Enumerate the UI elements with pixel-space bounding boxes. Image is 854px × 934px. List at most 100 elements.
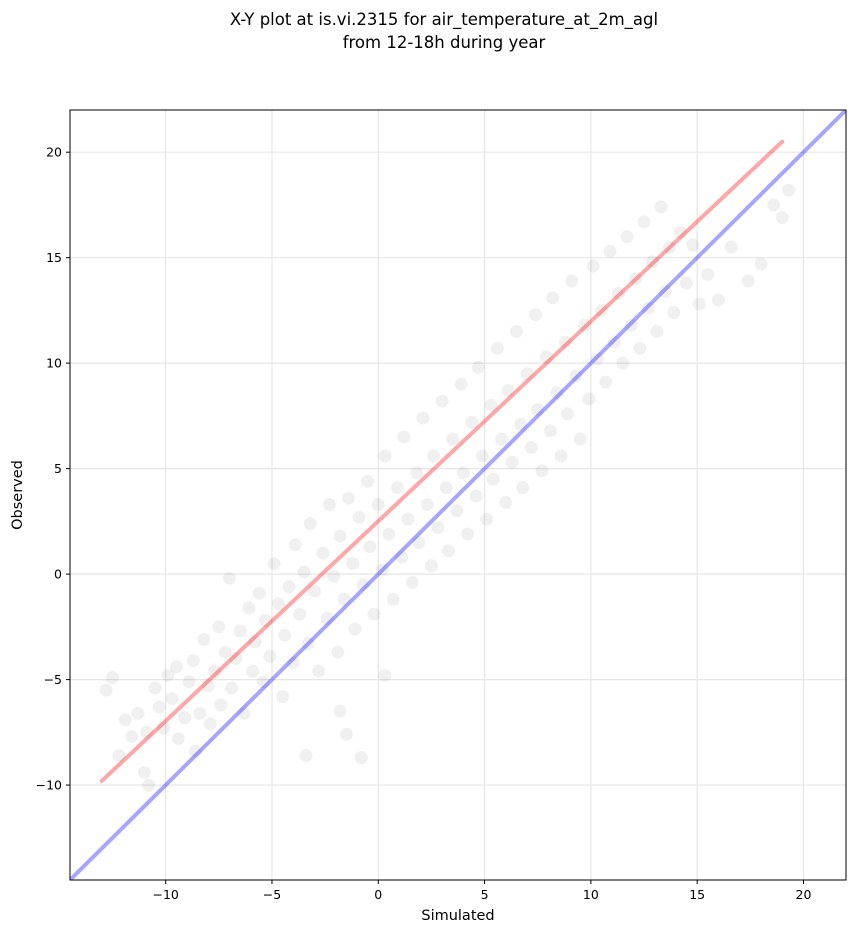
data-point [371,498,385,511]
data-point [554,449,568,463]
reference-lines [70,110,846,880]
data-point [450,504,464,518]
data-point [333,529,347,543]
data-point [390,481,404,495]
data-point [233,624,247,638]
x-tick-label: 0 [374,887,382,902]
data-point [607,335,621,349]
data-point [424,559,438,573]
y-tick-label: 0 [54,567,62,582]
data-point [308,584,321,598]
data-point [131,706,145,720]
x-tick-label: 10 [583,887,599,902]
data-point [412,536,426,549]
data-point [299,749,313,762]
x-axis-label: Simulated [421,908,494,924]
data-point [416,411,430,425]
data-point [510,325,523,338]
data-point [118,713,132,727]
data-point [363,540,377,554]
data-point [514,417,528,431]
data-point [616,356,630,370]
data-point [603,244,617,258]
data-point [471,360,485,374]
data-point [724,240,738,254]
data-point [386,592,400,606]
data-point [125,730,139,743]
data-point [535,464,549,478]
x-tick-label: −5 [263,887,281,902]
data-point [378,668,392,682]
data-point [539,350,553,364]
data-point [112,749,126,762]
y-tick-label: 5 [54,461,62,476]
data-point [435,394,449,408]
data-point [405,576,419,589]
data-point [692,297,706,311]
data-point [782,183,796,197]
one-to-one-line [70,110,846,880]
y-tick-label: 10 [46,356,62,371]
data-point [354,751,368,765]
data-point [529,308,543,322]
data-point [214,698,228,712]
data-point [711,293,725,307]
data-point [157,721,170,735]
data-point [293,607,307,621]
data-point [188,744,202,758]
data-point [544,424,557,438]
data-point [641,301,655,315]
data-point [242,601,256,615]
data-point [348,622,362,636]
data-point [186,654,200,668]
data-point [395,550,409,564]
data-point [140,725,153,739]
data-point [520,367,534,381]
data-point [546,291,560,305]
data-point [495,432,509,446]
data-point [327,569,341,583]
data-point [276,690,290,703]
data-point [367,607,381,621]
data-point [301,637,315,651]
data-point [320,611,334,625]
data-point [152,700,166,714]
data-point [465,415,479,429]
data-point [208,664,222,678]
data-point [427,449,441,463]
data-point [741,274,755,288]
data-point [612,287,625,300]
x-tick-label: −10 [152,887,178,902]
data-point [193,706,207,720]
regression-fit-line [99,139,785,783]
data-point [333,704,347,718]
data-point [376,563,389,577]
data-point [212,620,226,634]
data-point [565,274,579,288]
data-point [137,765,151,779]
data-point [590,352,604,366]
data-point [501,384,515,398]
y-tick-label: −5 [44,672,62,687]
data-point [316,546,330,560]
data-point [397,430,411,444]
data-point [654,200,668,214]
data-point [246,664,260,678]
data-point [382,527,396,541]
data-point [401,512,415,526]
data-point [650,325,664,338]
data-point [499,495,513,509]
data-point [524,441,538,454]
data-point [586,259,600,273]
data-point [637,215,651,229]
y-tick-label: 15 [46,250,62,265]
data-point [339,727,353,741]
data-point [169,660,183,674]
data-point [106,671,119,684]
data-point [680,276,693,290]
data-point [454,377,468,391]
data-point [439,481,453,495]
data-point [203,717,217,731]
data-point [531,403,545,417]
